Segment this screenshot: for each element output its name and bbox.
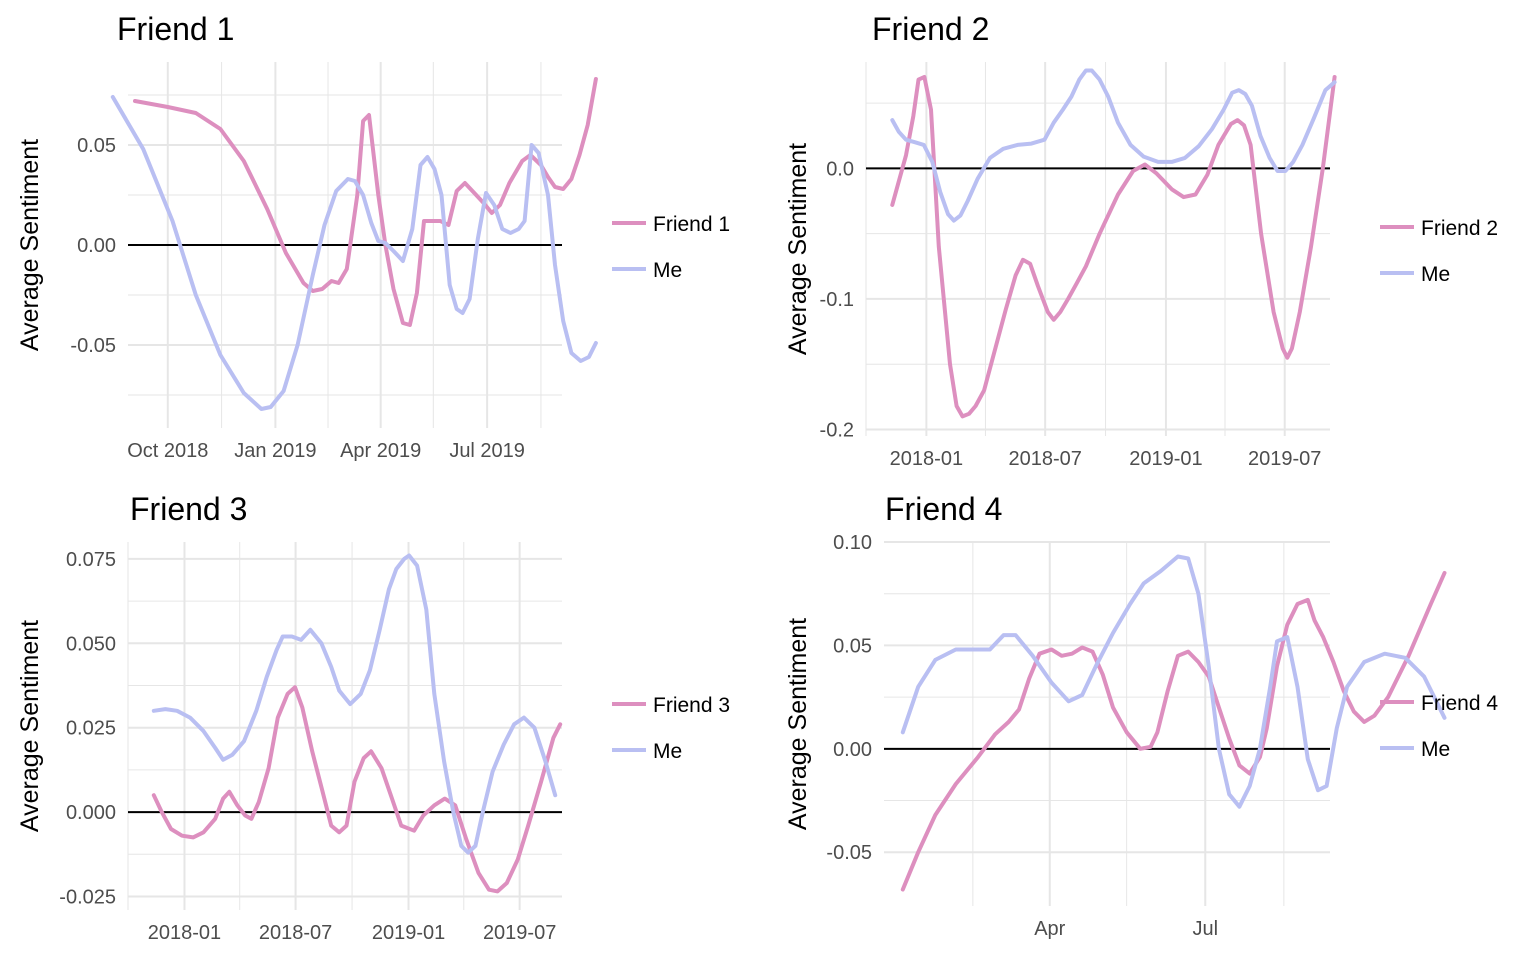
y-tick-label: 0.05: [833, 635, 872, 657]
x-tick-label: 2018-07: [1008, 448, 1081, 470]
panel-title: Friend 1: [117, 11, 234, 47]
panel-title: Friend 4: [885, 491, 1002, 527]
x-tick-label: Apr 2019: [340, 440, 421, 462]
legend-label: Friend 4: [1421, 692, 1498, 715]
y-tick-label: 0.00: [833, 739, 872, 761]
legend-label: Me: [1421, 263, 1450, 286]
series-line-me: [890, 68, 1337, 223]
y-tick-label: 0.00: [77, 235, 116, 257]
legend-label: Me: [653, 740, 682, 763]
y-tick-label: -0.025: [59, 886, 116, 908]
series-line-friend-4: [900, 571, 1447, 892]
y-tick-label: 0.050: [66, 633, 116, 655]
y-tick-label: 0.05: [77, 135, 116, 157]
x-tick-label: 2019-07: [1248, 448, 1321, 470]
x-tick-label: 2019-01: [1129, 448, 1202, 470]
chart-panel-2: 0.0 -0.1 -0.2 2018-01 2018-07 2019-01 2019-07 F…: [784, 11, 1498, 470]
chart-panel-4: 0.10 0.05 0.00 -0.05 Apr Jul Friend 4 Average S…: [784, 491, 1498, 940]
chart-panel-3: 0.075 0.050 0.025 0.000 -0.025 2018-01 2018-07…: [16, 491, 730, 944]
y-tick-label: -0.2: [820, 419, 854, 441]
legend: Friend 3 Me: [612, 694, 730, 763]
x-tick-label: Jan 2019: [234, 440, 316, 462]
y-tick-label: -0.05: [826, 842, 872, 864]
series-line-friend-2: [890, 75, 1337, 419]
x-tick-label: 2019-07: [483, 922, 556, 944]
y-tick-label: 0.075: [66, 549, 116, 571]
y-axis-label: Average Sentiment: [16, 139, 44, 351]
y-tick-label: 0.000: [66, 802, 116, 824]
legend-label: Friend 3: [653, 694, 730, 717]
x-tick-label: Apr: [1034, 918, 1065, 940]
legend-label: Me: [1421, 738, 1450, 761]
legend: Friend 1 Me: [612, 213, 730, 282]
y-tick-label: 0.10: [833, 532, 872, 554]
series-line-me: [151, 553, 558, 855]
legend-label: Friend 1: [653, 213, 730, 236]
legend-label: Me: [653, 259, 682, 282]
x-tick-label: 2019-01: [372, 922, 445, 944]
x-tick-label: Jul 2019: [449, 440, 525, 462]
panel-title: Friend 2: [872, 11, 989, 47]
chart-panel-1: 0.05 0.00 -0.05 Oct 2018 Jan 2019 Apr 2019 Jul…: [16, 11, 730, 462]
y-tick-label: -0.05: [70, 335, 116, 357]
series-line-friend-3: [151, 685, 563, 894]
y-tick-label: -0.1: [820, 289, 854, 311]
legend-label: Friend 2: [1421, 217, 1498, 240]
legend: Friend 2 Me: [1380, 217, 1498, 286]
x-tick-label: 2018-01: [890, 448, 963, 470]
x-tick-label: 2018-07: [259, 922, 332, 944]
legend: Friend 4 Me: [1380, 692, 1498, 761]
y-axis-label: Average Sentiment: [784, 143, 812, 355]
x-tick-label: Oct 2018: [127, 440, 208, 462]
x-tick-label: Jul: [1192, 918, 1218, 940]
panel-title: Friend 3: [130, 491, 247, 527]
x-tick-label: 2018-01: [148, 922, 221, 944]
y-axis-label: Average Sentiment: [784, 618, 812, 830]
y-tick-label: 0.0: [826, 158, 854, 180]
series-line-me: [110, 95, 598, 411]
y-tick-label: 0.025: [66, 718, 116, 740]
series-line-me: [900, 554, 1447, 809]
y-axis-label: Average Sentiment: [16, 620, 44, 832]
